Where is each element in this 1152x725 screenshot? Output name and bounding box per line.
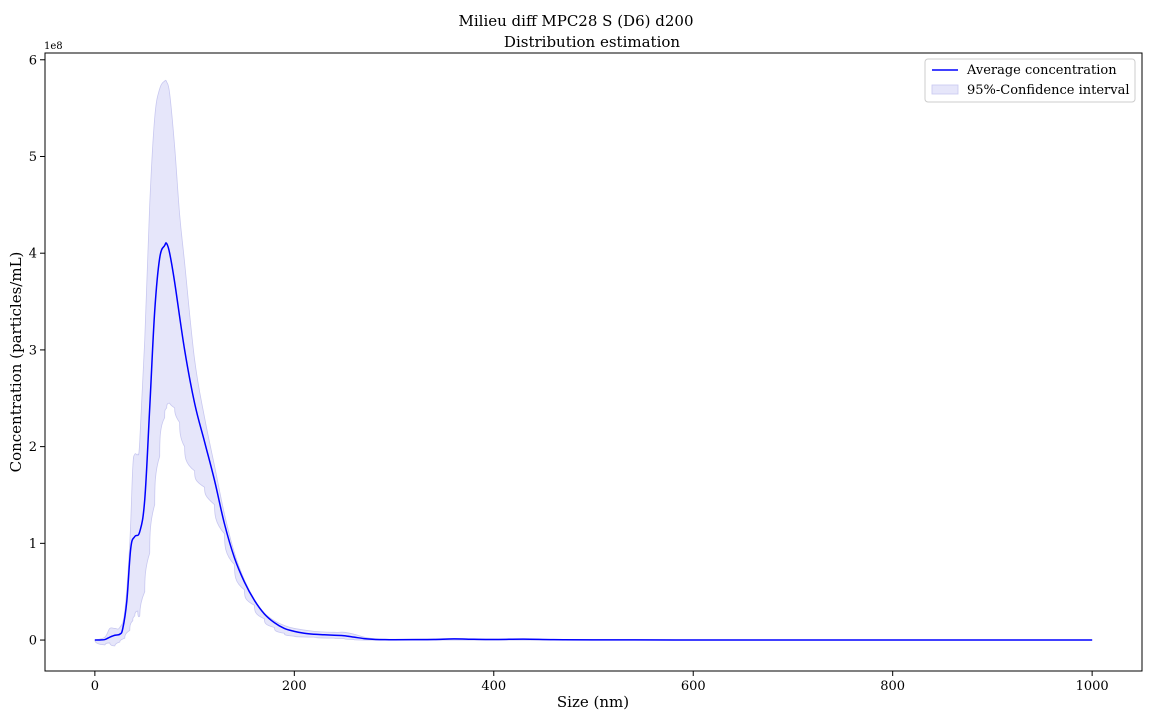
y-tick-label: 6 bbox=[29, 53, 37, 68]
average-concentration-line bbox=[94, 242, 1093, 641]
x-axis: 0 200 400 600 800 1000 bbox=[91, 671, 1109, 694]
legend-label-confidence: 95%-Confidence interval bbox=[967, 83, 1130, 98]
y-tick-label: 0 bbox=[29, 634, 37, 649]
x-tick-label: 400 bbox=[481, 679, 506, 694]
x-tick-label: 800 bbox=[880, 679, 905, 694]
chart-suptitle: Milieu diff MPC28 S (D6) d200 bbox=[459, 12, 694, 30]
plot-area bbox=[94, 79, 1093, 647]
y-axis: 0 1 2 3 4 5 6 bbox=[29, 53, 45, 649]
legend-box bbox=[924, 58, 1136, 103]
y-tick-label: 2 bbox=[29, 440, 37, 455]
x-tick-label: 1000 bbox=[1076, 679, 1109, 694]
x-tick-label: 0 bbox=[91, 679, 99, 694]
y-tick-label: 3 bbox=[29, 343, 37, 358]
x-axis-label: Size (nm) bbox=[557, 693, 629, 711]
plot-frame bbox=[44, 52, 1143, 672]
y-tick-label: 4 bbox=[29, 247, 37, 262]
legend: Average concentration 95%-Confidence int… bbox=[924, 58, 1136, 103]
y-axis-label: Concentration (particles/mL) bbox=[7, 252, 25, 473]
y-tick-label: 1 bbox=[29, 537, 37, 552]
y-tick-label: 5 bbox=[29, 150, 37, 165]
x-tick-label: 600 bbox=[681, 679, 706, 694]
x-tick-label: 200 bbox=[282, 679, 307, 694]
y-offset-label: 1e8 bbox=[44, 41, 63, 52]
chart-title: Distribution estimation bbox=[504, 33, 680, 51]
confidence-band bbox=[94, 79, 1093, 647]
legend-label-average: Average concentration bbox=[966, 63, 1117, 78]
legend-band-swatch bbox=[931, 84, 959, 95]
